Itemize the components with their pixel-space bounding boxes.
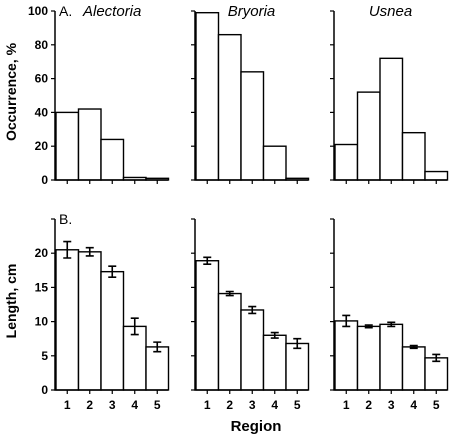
y-tick-label: 0 — [41, 173, 48, 187]
y-tick-label: 80 — [35, 38, 49, 52]
error-bar-region-5 — [153, 341, 162, 353]
bar-region-5 — [145, 346, 170, 391]
error-bar-region-2 — [85, 246, 94, 257]
bar-region-5 — [424, 357, 449, 391]
bar-region-3 — [100, 270, 125, 391]
bar-region-5 — [285, 342, 310, 391]
panel-1: 0 20 40 60 80 100 A. Alectoria — [28, 3, 170, 187]
x-tick-label: 5 — [294, 398, 301, 412]
x-tick-label: 1 — [204, 398, 211, 412]
bar-region-3 — [240, 71, 265, 181]
panel-5: 1 2 3 4 5 — [191, 218, 310, 412]
panel-label: B. — [59, 211, 72, 227]
error-bar-region-2 — [225, 290, 234, 297]
error-bar-region-4 — [270, 331, 279, 339]
bar-region-3 — [100, 138, 125, 181]
bar-region-4 — [401, 131, 426, 181]
error-bar-region-1 — [63, 240, 72, 259]
y-tick-label: 60 — [35, 72, 49, 86]
error-bar-region-2 — [364, 324, 373, 329]
panel-title: Bryoria — [228, 3, 276, 20]
bar-region-4 — [262, 334, 287, 391]
x-tick-label: 2 — [226, 398, 233, 412]
x-tick-label: 4 — [271, 398, 278, 412]
error-bar-region-5 — [293, 337, 302, 350]
panel-title: Usnea — [369, 3, 412, 20]
panel-4: 0 5 10 15 20 1 2 3 4 5 B. — [35, 211, 170, 412]
x-tick-label: 4 — [131, 398, 138, 412]
y-tick-label: 20 — [35, 139, 49, 153]
error-bar-region-3 — [387, 321, 396, 328]
y-tick-label: 20 — [35, 246, 49, 260]
error-bar-region-1 — [203, 256, 212, 265]
error-bar-region-4 — [409, 344, 418, 350]
bar-region-4 — [401, 346, 426, 391]
y-axis-label-bottom: Length, cm — [3, 264, 19, 339]
bar-region-3 — [379, 57, 404, 181]
y-tick-label: 5 — [41, 349, 48, 363]
bar-region-2 — [77, 108, 102, 181]
x-tick-label: 3 — [388, 398, 395, 412]
x-tick-label: 2 — [86, 398, 93, 412]
bar-region-1 — [195, 260, 220, 391]
x-tick-label: 2 — [365, 398, 372, 412]
x-tick-label: 1 — [64, 398, 71, 412]
bar-region-2 — [217, 292, 242, 391]
panel-6: 1 2 3 4 5 — [330, 218, 449, 412]
error-bar-region-3 — [248, 305, 257, 315]
y-axis-label-top: Occurrence, % — [3, 42, 19, 141]
y-tick-label: 15 — [35, 280, 49, 294]
error-bar-region-5 — [432, 353, 441, 363]
panel-title: Alectoria — [82, 3, 141, 20]
y-tick-label: 100 — [28, 4, 48, 18]
panel-3: Usnea — [330, 3, 449, 184]
x-tick-label: 1 — [343, 398, 350, 412]
x-tick-label: 4 — [410, 398, 417, 412]
bar-region-1 — [334, 143, 359, 181]
bar-region-3 — [379, 323, 404, 391]
bar-region-1 — [55, 111, 80, 181]
bar-region-1 — [55, 249, 80, 391]
error-bar-region-1 — [342, 314, 351, 328]
bar-region-3 — [240, 309, 265, 391]
bar-region-1 — [334, 320, 359, 391]
bar-region-2 — [77, 251, 102, 391]
x-tick-label: 5 — [433, 398, 440, 412]
bar-region-4 — [262, 145, 287, 181]
x-tick-label: 5 — [154, 398, 161, 412]
bar-region-2 — [217, 33, 242, 181]
y-tick-label: 0 — [41, 383, 48, 397]
panel-label: A. — [59, 3, 72, 19]
panel-2: Bryoria — [191, 3, 310, 184]
y-tick-label: 10 — [35, 315, 49, 329]
bar-region-1 — [195, 11, 220, 181]
bar-region-4 — [122, 325, 147, 391]
x-tick-label: 3 — [109, 398, 116, 412]
y-tick-label: 40 — [35, 105, 49, 119]
bar-region-5 — [424, 170, 449, 181]
x-tick-label: 3 — [249, 398, 256, 412]
error-bar-region-4 — [130, 317, 139, 336]
bar-region-2 — [356, 325, 381, 391]
bar-region-2 — [356, 91, 381, 181]
error-bar-region-3 — [108, 265, 117, 278]
x-axis-label: Region — [231, 418, 282, 435]
